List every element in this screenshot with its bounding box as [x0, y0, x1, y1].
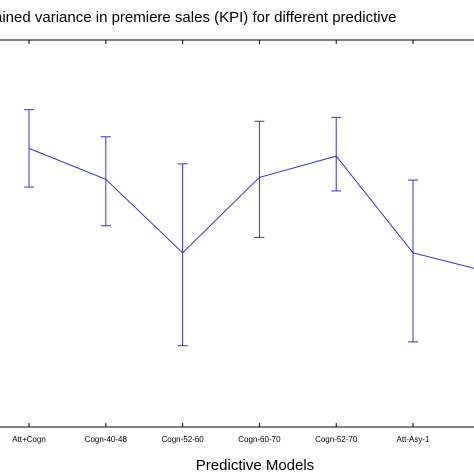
x-tick-label: Att+Cogn — [12, 435, 46, 444]
x-tick-labels: Att+Cogn Cogn-40-48 Cogn-52-60 Cogn-60-70 Co… — [12, 435, 430, 444]
chart-title: ained variance in premiere sales (KPI) f… — [0, 9, 396, 26]
x-tick-label: Cogn-40-48 — [85, 435, 128, 444]
x-tick-label: Cogn-52-70 — [315, 435, 358, 444]
x-axis-label: Predictive Models — [196, 457, 314, 474]
plot-axes — [0, 39, 474, 428]
x-ticks — [28, 40, 414, 427]
x-tick-label: Cogn-52-60 — [161, 435, 204, 444]
x-tick-label: Cogn-60-70 — [238, 435, 281, 444]
series-group — [24, 109, 474, 347]
series-line — [28, 147, 474, 269]
x-tick-label: Att-Asy-1 — [397, 435, 430, 444]
